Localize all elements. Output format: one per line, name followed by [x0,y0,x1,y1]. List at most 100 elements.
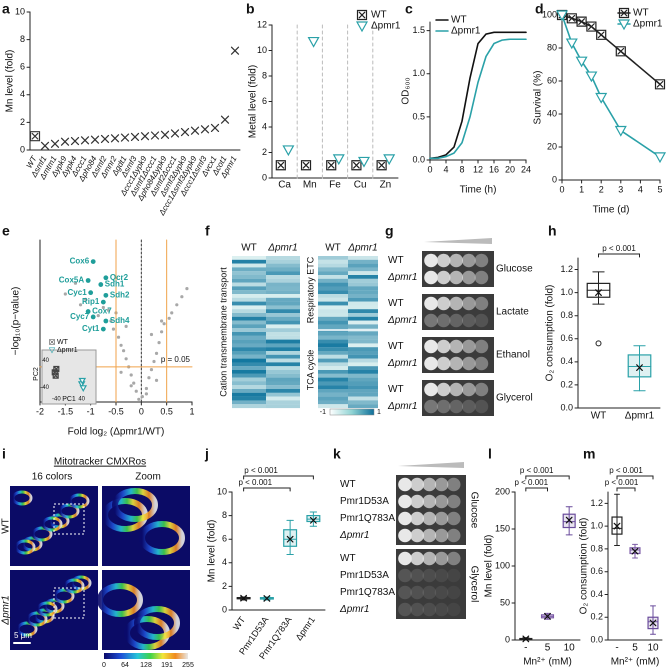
heatmap-cell [348,278,378,283]
panel-letter: m [583,446,595,462]
x-tick-label: 0 [427,164,432,174]
heatmap-cell [266,343,300,348]
x-tick-label: Mn [303,180,317,191]
mean-marker [595,289,602,297]
mitochondria [58,503,80,519]
heatmap-cell [232,316,266,321]
y-tick-label: 0 [505,634,510,644]
strain-label: Pmr1Q783A [340,513,395,524]
heatmap-cell [266,328,300,333]
heatmap-cell [232,381,266,386]
x-tick-label: - [524,643,527,654]
heatmap-cell [266,278,300,283]
x-tick-label: 8 [459,164,464,174]
data-point [307,36,320,48]
data-point [144,392,148,396]
heatmap-cell [348,366,378,371]
x-tick-label: 3 [618,184,623,194]
strain-label: WT [388,341,404,352]
data-point [575,56,588,68]
x-axis-label: Time (d) [593,205,630,216]
heatmap-cell [318,320,348,325]
data-point [157,341,161,345]
heatmap-cell [266,335,300,340]
colony-spot [424,270,438,285]
heatmap-cell [318,347,348,352]
heatmap-cell [348,256,378,260]
highlight-point [100,299,106,305]
colony-spot [410,568,424,583]
colony-spot [422,511,437,526]
heatmap-cell [348,275,378,279]
heatmap-cell [266,290,300,295]
y-tick-label: 2 [262,147,267,157]
colony-spot [398,528,412,543]
mean-marker [522,635,530,643]
highlight-point [98,282,104,287]
significance-label: p < 0.001 [605,478,639,487]
data-point [100,134,110,144]
data-point [149,332,154,337]
data-point [210,123,220,133]
colorbar-label: 255 [182,662,194,669]
mitochondria [97,583,143,617]
column-label: WT [325,243,341,254]
mean-marker [649,619,657,627]
heatmap-cell [266,324,300,329]
mitochondria [41,516,63,532]
heatmap-cell [266,366,300,371]
colony-spot [424,313,438,328]
x-tick-label: 10 [564,643,576,654]
significance-label: p < 0.001 [602,244,636,253]
data-point [50,139,60,148]
heatmap-cell [348,377,378,382]
colony-spot [434,528,449,543]
panel-letter: e [2,223,10,239]
heatmap-cell [232,332,266,336]
colony-spot [410,511,424,526]
heatmap-cell [266,354,300,359]
panel-letter: g [385,223,394,239]
heatmap-cell [348,259,378,264]
strain-label: WT [388,255,404,266]
heatmap-cell [318,404,348,409]
heatmap-cell [318,297,348,302]
x-tick-label: Δpmr1 [294,615,317,642]
panel-letter: h [548,223,557,239]
significance-label: p < 0.001 [238,478,272,487]
data-point [170,129,180,138]
colony-spot [410,585,424,600]
heatmap-cell [318,263,348,268]
x-tick-label: 5 [545,643,551,654]
mitochondria [16,621,38,637]
strain-label: WT [340,553,356,564]
mean-marker [565,516,573,524]
data-point [282,145,295,157]
heatmap-cell [266,313,300,317]
heatmap-cell [318,339,348,344]
y-tick-label: 150 [495,523,510,533]
heatmap-cell [266,362,300,367]
x-tick-label: Cu [354,180,367,191]
colony-spot [449,399,464,414]
data-point [134,389,138,393]
threshold-label: p = 0.05 [161,355,191,364]
y-tick-label: 0.0 [560,402,573,412]
dilution-wedge [424,238,492,244]
gene-label: Cox5A [59,276,85,285]
colorbar-label: 1 [377,409,381,416]
colony-spot [474,356,489,371]
strain-label: Pmr1Q783A [340,587,395,598]
heatmap-cell [348,392,378,397]
inset-point [79,385,88,392]
data-point [90,135,100,144]
y-tick-label: 10 [15,6,25,16]
heatmap-cell [318,373,348,378]
y-tick-label: 0.2 [560,379,573,389]
y-axis-label: O₂ consumption (fold) [545,285,556,382]
heatmap-cell [266,297,300,302]
colony-spot [436,313,451,328]
colony-spot [449,270,464,285]
x-axis-label: Mn²⁺ (mM) [611,657,660,668]
inset-y-tick: 40 [42,358,49,364]
